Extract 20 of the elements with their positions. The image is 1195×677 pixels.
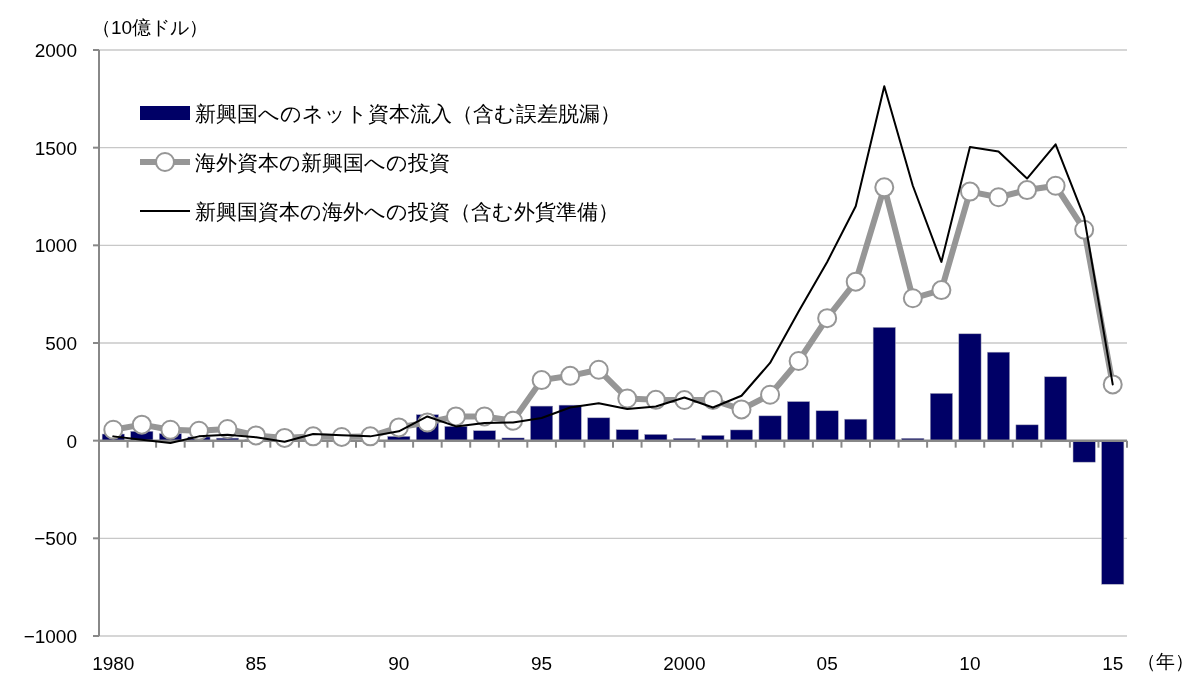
x-tick-label: 10 bbox=[959, 653, 981, 674]
legend-label: 海外資本の新興国への投資 bbox=[195, 151, 450, 174]
x-tick-label: 05 bbox=[816, 653, 838, 674]
y-tick-label: −1000 bbox=[23, 626, 77, 647]
y-tick-label: −500 bbox=[34, 528, 77, 550]
x-axis-title: （年） bbox=[1137, 651, 1194, 672]
x-tick-label: 95 bbox=[531, 653, 553, 674]
x-tick-label: 90 bbox=[388, 653, 410, 674]
legend-label: 新興国資本の海外への投資（含む外貨準備） bbox=[195, 200, 619, 223]
y-axis-title: （10億ドル） bbox=[92, 17, 209, 38]
x-tick-label: 15 bbox=[1102, 653, 1124, 674]
y-tick-label: 0 bbox=[66, 430, 77, 452]
legend-label: 新興国へのネット資本流入（含む誤差脱漏） bbox=[195, 102, 621, 125]
y-tick-label: 1000 bbox=[34, 235, 77, 257]
x-tick-label: 85 bbox=[245, 653, 267, 674]
y-tick-label: 500 bbox=[45, 333, 77, 354]
y-tick-label: 2000 bbox=[34, 40, 77, 61]
x-tick-label: 2000 bbox=[663, 653, 706, 674]
y-tick-label: 1500 bbox=[34, 137, 77, 159]
x-tick-label: 1980 bbox=[92, 653, 135, 674]
